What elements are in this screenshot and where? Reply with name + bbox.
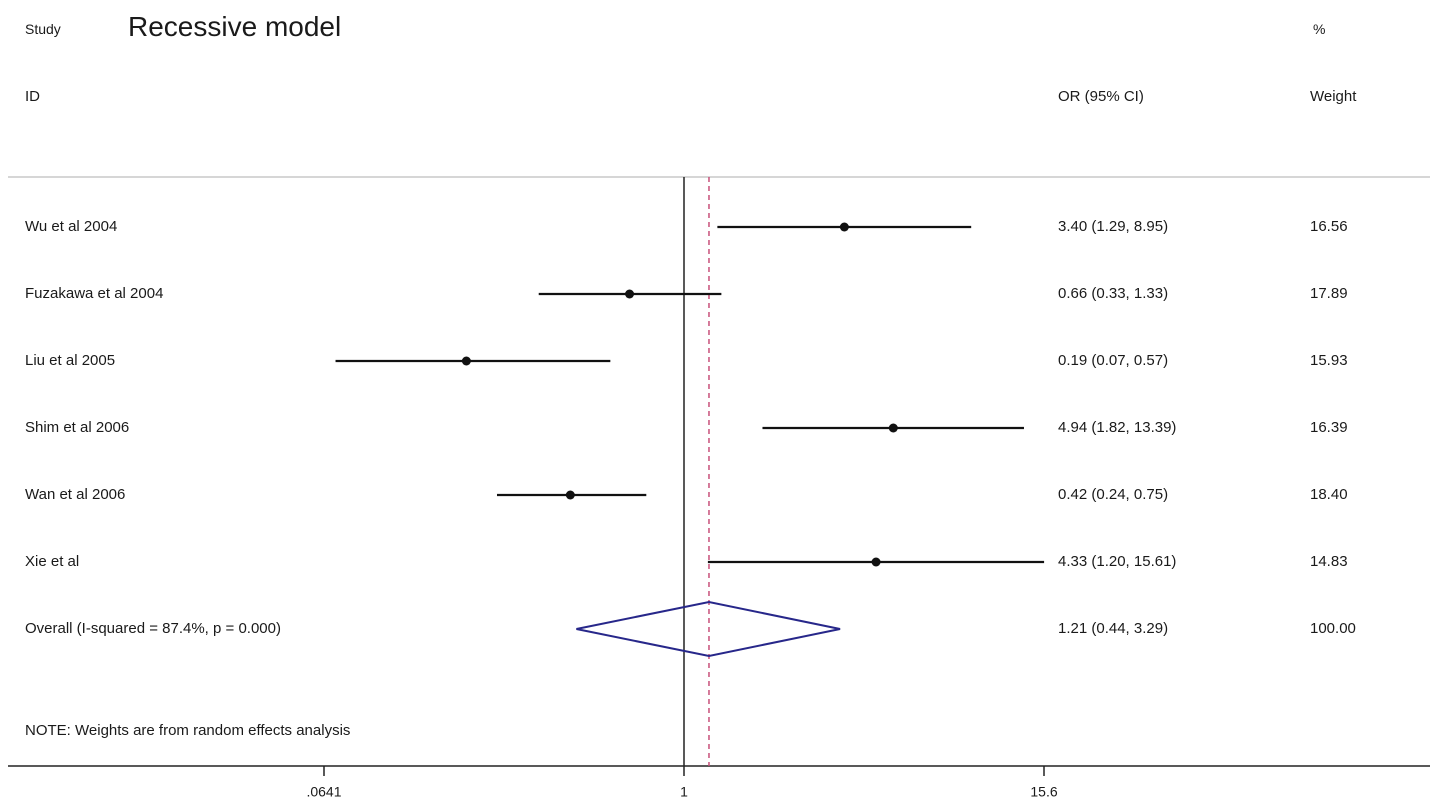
effect-ci-text: 0.66 (0.33, 1.33) (1058, 285, 1168, 302)
point-estimate (461, 356, 471, 366)
effect-ci-text: 0.19 (0.07, 0.57) (1058, 352, 1168, 369)
overall-diamond (576, 600, 841, 658)
weight-header: Weight (1310, 88, 1357, 105)
id-header: ID (25, 88, 40, 105)
study-label: Shim et al 2006 (25, 419, 129, 436)
analysis-note: NOTE: Weights are from random effects an… (25, 722, 350, 739)
point-estimate (625, 289, 635, 299)
effect-header: OR (95% CI) (1058, 88, 1144, 105)
point-estimate (839, 222, 849, 232)
overall-ci-text: 1.21 (0.44, 3.29) (1058, 620, 1168, 637)
effect-ci-text: 4.33 (1.20, 15.61) (1058, 553, 1176, 570)
study-header: Study (25, 21, 61, 37)
point-estimate (565, 490, 575, 500)
weight-value: 16.56 (1310, 218, 1348, 235)
study-label: Fuzakawa et al 2004 (25, 285, 163, 302)
weight-value: 17.89 (1310, 285, 1348, 302)
study-label: Wan et al 2006 (25, 486, 125, 503)
overall-label: Overall (I-squared = 87.4%, p = 0.000) (25, 620, 281, 637)
weight-value: 14.83 (1310, 553, 1348, 570)
point-estimate (888, 423, 898, 433)
study-label: Wu et al 2004 (25, 218, 117, 235)
study-label: Liu et al 2005 (25, 352, 115, 369)
x-tick-label: 1 (680, 784, 688, 800)
weight-value: 18.40 (1310, 486, 1348, 503)
effect-ci-text: 4.94 (1.82, 13.39) (1058, 419, 1176, 436)
point-estimate (871, 557, 881, 567)
weight-value: 16.39 (1310, 419, 1348, 436)
x-tick-label: 15.6 (1030, 784, 1057, 800)
chart-title: Recessive model (128, 11, 342, 42)
x-tick-label: .0641 (306, 784, 341, 800)
effect-ci-text: 3.40 (1.29, 8.95) (1058, 218, 1168, 235)
weight-value: 15.93 (1310, 352, 1348, 369)
effect-ci-text: 0.42 (0.24, 0.75) (1058, 486, 1168, 503)
overall-weight: 100.00 (1310, 620, 1356, 637)
study-label: Xie et al (25, 553, 79, 570)
percent-header: % (1313, 21, 1326, 37)
